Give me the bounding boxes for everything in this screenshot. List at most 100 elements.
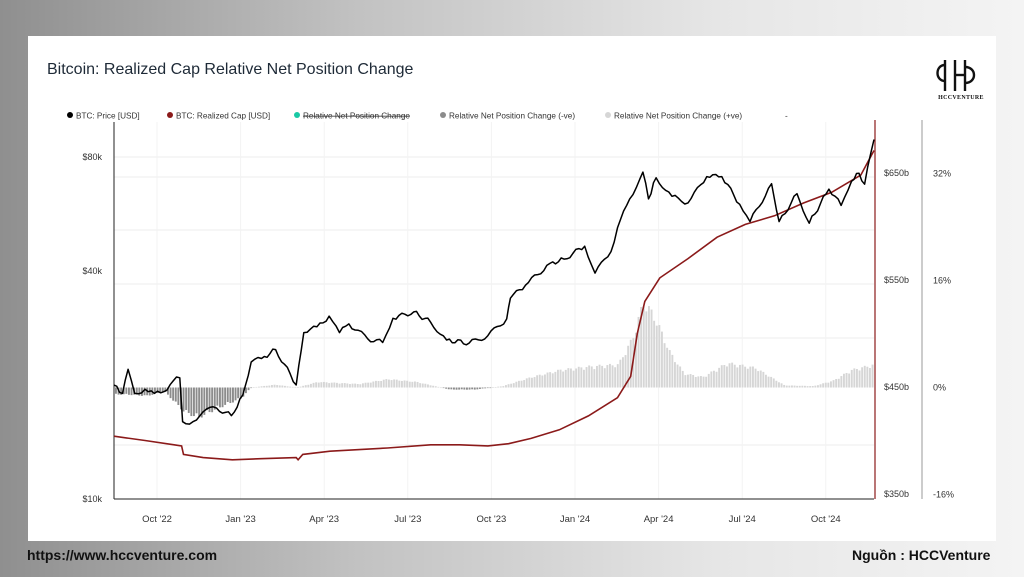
bar-positive	[294, 387, 297, 388]
bar-positive	[853, 368, 856, 388]
bar-positive	[437, 386, 440, 388]
bar-positive	[715, 371, 718, 388]
bar-positive	[653, 320, 656, 388]
legend-marker	[605, 112, 611, 118]
y-left-tick-label: $80k	[82, 152, 102, 162]
bar-positive	[603, 368, 606, 388]
bar-positive	[668, 350, 671, 388]
legend-marker	[167, 112, 173, 118]
bar-positive	[544, 374, 546, 388]
bar-positive	[546, 372, 549, 388]
bar-positive	[390, 380, 393, 388]
bar-positive	[567, 368, 570, 388]
bar-positive	[507, 384, 510, 388]
bar-positive	[811, 386, 814, 388]
source-credit: Nguồn : HCCVenture	[852, 547, 991, 563]
bar-positive	[624, 355, 627, 388]
bar-positive	[687, 374, 689, 388]
bar-positive	[804, 385, 806, 388]
bar-positive	[775, 380, 778, 388]
bar-positive	[403, 380, 406, 388]
x-tick-label: Apr '24	[644, 514, 674, 525]
bar-positive	[694, 376, 697, 388]
bar-negative	[159, 387, 162, 393]
bar-positive	[824, 382, 827, 388]
bar-positive	[765, 374, 767, 388]
bar-positive	[515, 381, 518, 388]
chart-title: Bitcoin: Realized Cap Relative Net Posit…	[47, 61, 414, 78]
bar-positive	[551, 373, 554, 388]
bar-positive	[596, 365, 598, 388]
bar-negative	[120, 387, 123, 395]
bar-positive	[601, 365, 604, 388]
bar-negative	[174, 387, 177, 402]
bar-positive	[772, 378, 775, 388]
bar-positive	[341, 383, 344, 388]
x-tick-label: Jan '23	[225, 514, 255, 525]
bar-positive	[492, 387, 494, 388]
website-link[interactable]: https://www.hccventure.com	[27, 547, 218, 563]
bar-negative	[473, 387, 476, 390]
bar-positive	[590, 366, 593, 388]
bar-positive	[406, 380, 409, 388]
bar-positive	[401, 380, 403, 388]
bar-positive	[871, 364, 874, 388]
legend-label: BTC: Price [USD]	[76, 112, 140, 121]
bar-positive	[278, 385, 281, 388]
bar-positive	[671, 354, 674, 388]
bar-positive	[271, 385, 273, 388]
bar-negative	[466, 387, 468, 390]
bar-negative	[239, 387, 242, 399]
bar-positive	[434, 386, 437, 388]
bar-negative	[156, 387, 159, 394]
bar-positive	[505, 385, 507, 388]
bar-positive	[788, 385, 791, 388]
bar-positive	[746, 368, 749, 388]
bar-positive	[856, 368, 858, 388]
bar-positive	[328, 383, 331, 388]
bar-negative	[447, 387, 450, 390]
bar-positive	[510, 383, 513, 388]
bar-positive	[536, 375, 539, 388]
x-tick-label: Apr '23	[309, 514, 339, 525]
bar-positive	[289, 386, 292, 388]
bar-positive	[414, 381, 416, 388]
bar-positive	[330, 382, 333, 388]
bar-positive	[424, 383, 427, 388]
bar-positive	[523, 380, 526, 388]
bar-positive	[780, 383, 783, 388]
bar-negative	[130, 387, 133, 396]
bar-positive	[710, 371, 713, 388]
hccventure-logo: HCCVENTURE	[931, 57, 991, 107]
bar-positive	[809, 386, 812, 388]
bar-positive	[284, 385, 286, 388]
bar-positive	[814, 385, 817, 388]
bar-positive	[564, 369, 567, 388]
legend-item: Relative Net Position Change (+ve)	[605, 112, 742, 121]
bar-positive	[661, 331, 663, 388]
bar-positive	[619, 359, 622, 388]
bar-positive	[388, 379, 390, 388]
bar-negative	[172, 387, 175, 401]
bar-positive	[416, 381, 419, 388]
bar-positive	[731, 362, 734, 388]
bar-positive	[640, 307, 643, 388]
bar-positive	[286, 386, 289, 388]
y-left-tick-label: $10k	[82, 494, 102, 504]
bar-positive	[343, 383, 346, 388]
bar-positive	[364, 382, 367, 388]
bar-positive	[263, 385, 266, 388]
legend-item: BTC: Price [USD]	[67, 112, 140, 121]
bar-positive	[648, 306, 650, 388]
bar-negative	[125, 387, 128, 394]
bar-positive	[307, 384, 310, 388]
realized-cap-line	[113, 150, 875, 462]
x-tick-label: Oct '24	[811, 514, 841, 525]
bar-positive	[676, 364, 679, 388]
bar-positive	[398, 380, 401, 388]
bar-negative	[190, 387, 193, 417]
bar-negative	[185, 387, 188, 410]
bar-positive	[837, 378, 840, 388]
bar-negative	[187, 387, 190, 413]
bar-negative	[219, 387, 221, 408]
